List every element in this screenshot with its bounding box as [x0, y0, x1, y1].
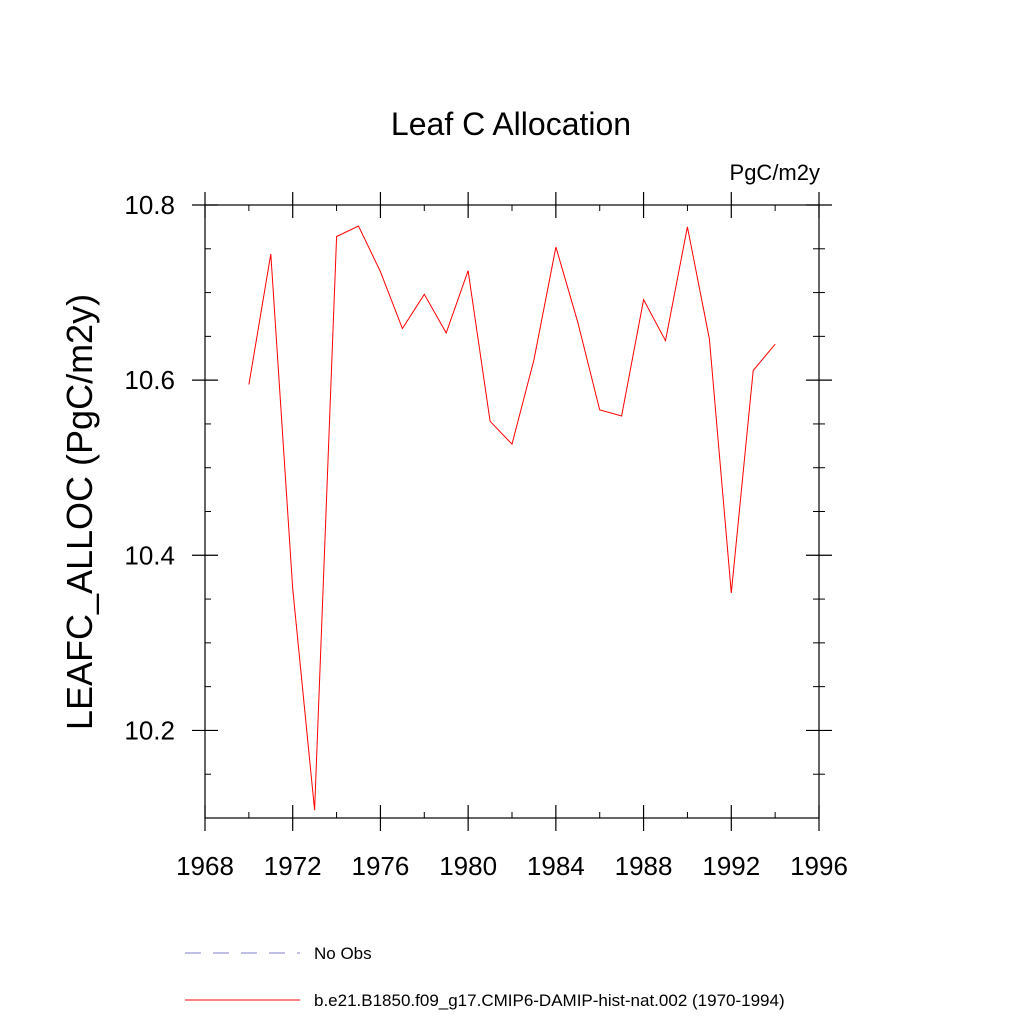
data-point [292, 587, 294, 589]
data-point [686, 226, 688, 228]
data-point [423, 293, 425, 295]
data-point [270, 253, 272, 255]
y-axis-tick-labels: 10.2 10.4 10.6 10.8 [124, 190, 175, 745]
data-point [577, 321, 579, 323]
data-point [708, 338, 710, 340]
x-tick-label: 1988 [615, 851, 673, 881]
series-layer [248, 225, 776, 811]
x-axis-ticks [204, 192, 820, 831]
y-axis-ticks [192, 204, 832, 775]
data-point [664, 340, 666, 342]
data-point [489, 420, 491, 422]
x-tick-label: 1980 [439, 851, 497, 881]
data-point [335, 235, 337, 237]
data-point [511, 443, 513, 445]
x-axis-tick-labels: 1968 1972 1976 1980 1984 1988 1992 1996 [176, 851, 848, 881]
legend-label-no-obs: No Obs [314, 944, 372, 963]
data-point [620, 415, 622, 417]
data-point [379, 270, 381, 272]
data-point [401, 327, 403, 329]
x-tick-label: 1992 [702, 851, 760, 881]
data-point [642, 298, 644, 300]
y-tick-label: 10.4 [124, 540, 175, 570]
y-tick-label: 10.6 [124, 365, 175, 395]
y-axis-label: LEAFC_ALLOC (PgC/m2y) [59, 294, 100, 730]
x-tick-label: 1976 [352, 851, 410, 881]
y-tick-label: 10.2 [124, 715, 175, 745]
data-point [248, 383, 250, 385]
data-point [752, 369, 754, 371]
data-point [313, 809, 315, 811]
x-tick-label: 1996 [790, 851, 848, 881]
x-tick-label: 1984 [527, 851, 585, 881]
data-point [599, 409, 601, 411]
data-point [467, 269, 469, 271]
units-label: PgC/m2y [730, 160, 820, 185]
legend-label-model: b.e21.B1850.f09_g17.CMIP6-DAMIP-hist-nat… [314, 991, 785, 1010]
data-point [774, 343, 776, 345]
legend: No Obs b.e21.B1850.f09_g17.CMIP6-DAMIP-h… [185, 944, 785, 1010]
data-point [533, 359, 535, 361]
data-point [357, 225, 359, 227]
series-line [248, 225, 776, 811]
chart-title: Leaf C Allocation [391, 106, 631, 142]
plot-frame [204, 204, 820, 819]
data-point [445, 332, 447, 334]
y-tick-label: 10.8 [124, 190, 175, 220]
x-tick-label: 1972 [264, 851, 322, 881]
x-tick-label: 1968 [176, 851, 234, 881]
data-point [730, 592, 732, 594]
data-point [555, 246, 557, 248]
